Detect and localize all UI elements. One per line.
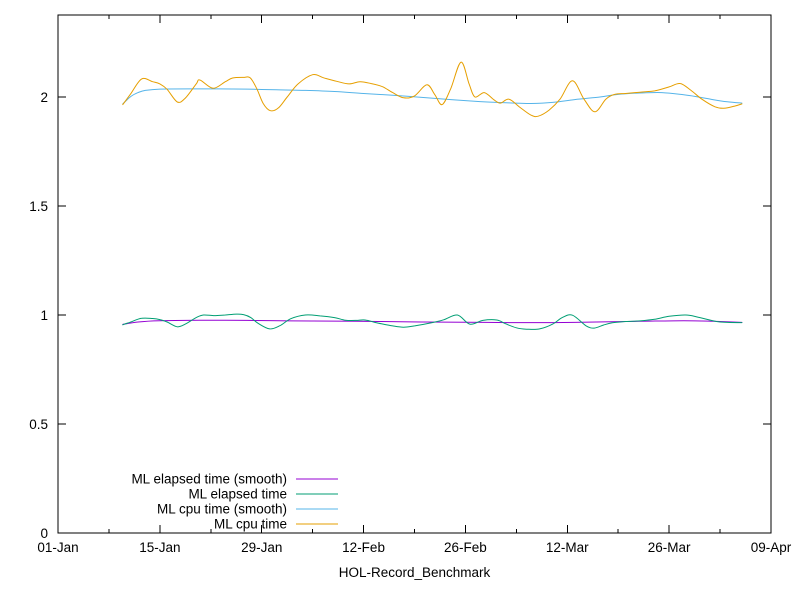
legend-label-ml-elapsed-time: ML elapsed time	[188, 487, 287, 502]
x-tick-label: 15-Jan	[139, 540, 180, 555]
series-line-ml-cpu-time	[122, 61, 743, 118]
y-tick-label: 0.5	[29, 417, 48, 432]
y-tick-label: 1	[40, 308, 48, 323]
x-tick-label: 26-Mar	[648, 540, 691, 555]
x-tick-label: 12-Mar	[546, 540, 589, 555]
series-line-ml-elapsed-time	[122, 313, 743, 330]
x-tick-label: 09-Apr	[751, 540, 792, 555]
legend-label-ml-cpu-time-smooth: ML cpu time (smooth)	[157, 502, 287, 517]
y-tick-label: 2	[40, 90, 48, 105]
series-line-ml-elapsed-time-smooth	[122, 319, 743, 325]
x-axis-label: HOL-Record_Benchmark	[339, 565, 491, 580]
x-tick-label: 26-Feb	[444, 540, 487, 555]
x-tick-label: 29-Jan	[241, 540, 282, 555]
y-tick-label: 1.5	[29, 199, 48, 214]
legend-label-ml-cpu-time: ML cpu time	[214, 517, 287, 532]
series-line-ml-cpu-time-smooth	[122, 88, 743, 105]
y-tick-label: 0	[40, 526, 48, 541]
x-tick-label: 12-Feb	[342, 540, 385, 555]
x-tick-label: 01-Jan	[37, 540, 78, 555]
legend-label-ml-elapsed-time-smooth: ML elapsed time (smooth)	[131, 472, 287, 487]
